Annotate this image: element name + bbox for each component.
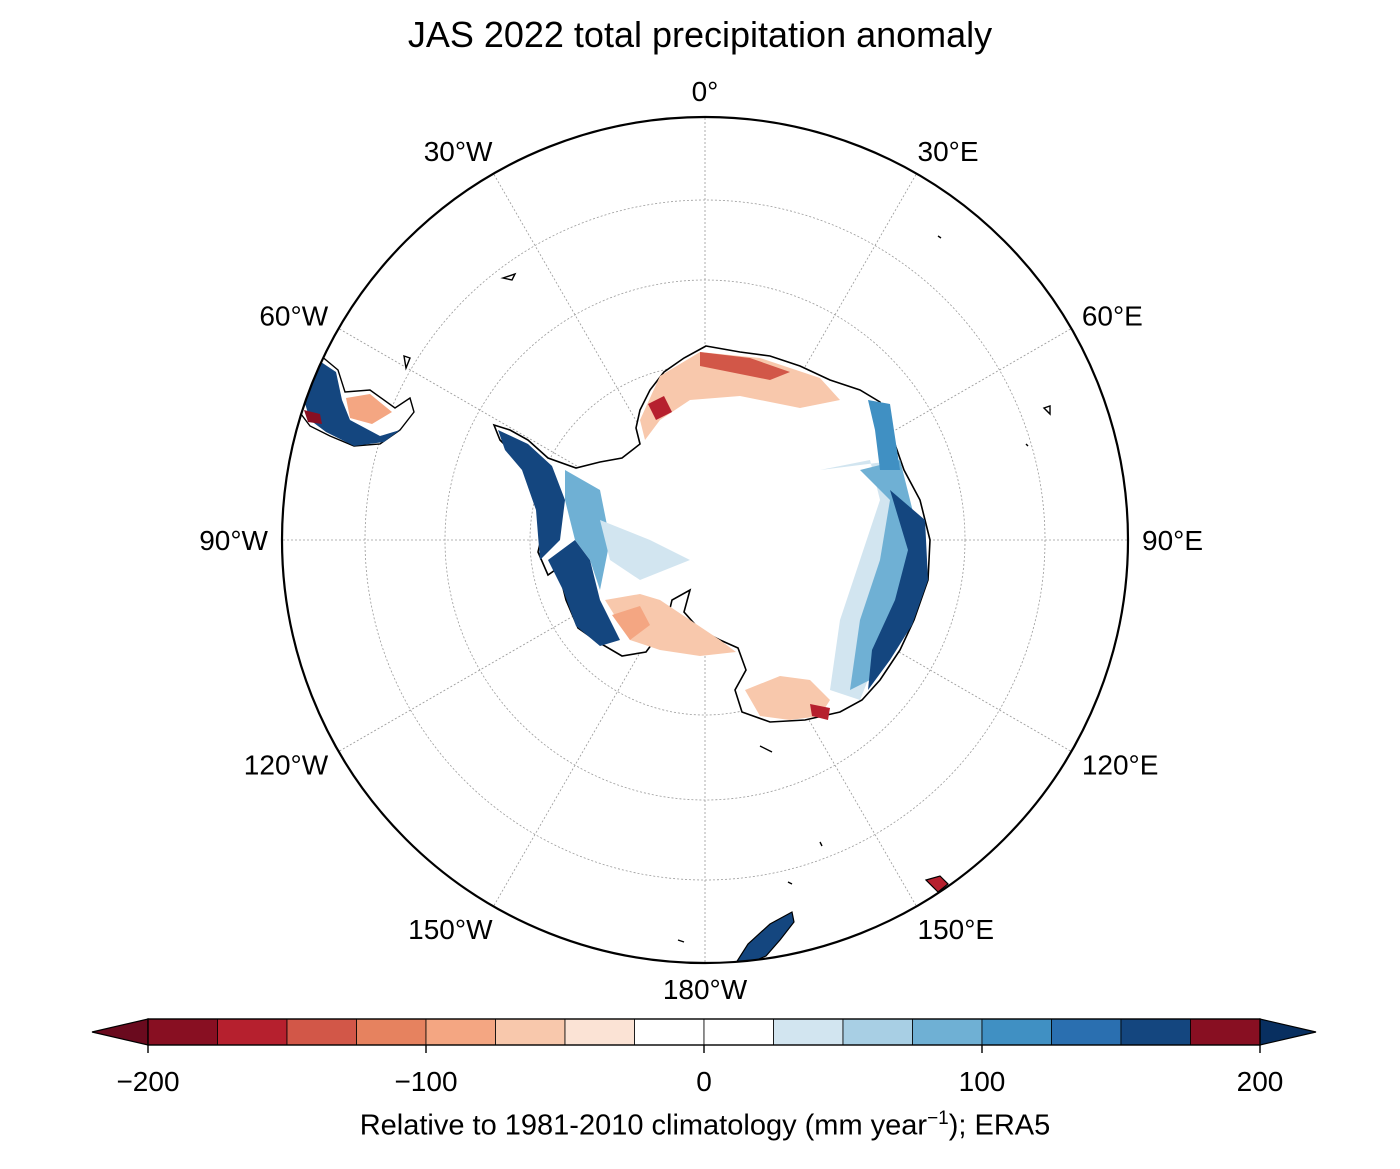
caption-exponent: −1 [927,1108,949,1129]
anomaly-wilkes [745,676,830,720]
colorbar-cell [147,1018,218,1046]
colorbar-cell [425,1018,496,1046]
colorbar-tick-label: 200 [1237,1066,1284,1097]
meridian-line [493,539,706,907]
longitude-label: 150°E [918,914,995,945]
anomaly-sa-red [346,394,392,424]
longitude-label: 150°W [408,914,493,945]
longitude-label: 30°W [424,136,493,167]
meridian-line [704,539,1072,752]
colorbar-tick-label: −200 [116,1066,179,1097]
anomaly-peninsula-dark [498,430,565,560]
island-crozet [937,235,942,239]
anomaly-sa-dark-red [304,410,322,424]
longitude-label: 120°W [244,750,329,781]
colorbar-extend-min [91,1018,149,1046]
colorbar-ticks: −200 −100 0 100 200 [116,1045,1283,1097]
colorbar-cell [912,1018,983,1046]
island-campbell [787,881,793,885]
anomaly-west-light [600,520,690,580]
anomaly-amundsen [612,606,650,640]
longitude-label: 90°W [199,525,268,556]
longitude-label: 120°E [1082,750,1159,781]
caption-suffix: ); ERA5 [948,1109,1051,1142]
colorbar-tick-label: 0 [696,1066,712,1097]
colorbar-cell [703,1018,774,1046]
colorbar-cell [286,1018,357,1046]
colorbar-tick-label: −100 [394,1066,457,1097]
colorbar-cell [842,1018,913,1046]
south-america-tip [297,353,415,447]
colorbar-cell [981,1018,1052,1046]
new-zealand [732,875,949,963]
anomaly-east-strong [868,490,928,690]
map-title: JAS 2022 total precipitation anomaly [407,14,993,55]
colorbar-cell [495,1018,566,1046]
colorbar-cell [1051,1018,1122,1046]
colorbar-cell [773,1018,844,1046]
colorbar-caption: Relative to 1981-2010 climatology (mm ye… [0,1108,1400,1143]
island-macquarie [819,841,823,847]
colorbar-cell [564,1018,635,1046]
tasmania-landmass [924,875,949,893]
anomaly-dronning-west [648,396,672,420]
anomaly-west-dark [548,540,620,646]
anomaly-queen-maud-strong [700,352,790,380]
colorbar-extend-max [1259,1018,1317,1046]
island-falklands [403,354,411,371]
meridian-line [704,539,917,907]
longitude-label: 0° [692,76,719,107]
colorbar-cell [217,1018,288,1046]
map-boundary [280,115,1130,965]
meridian-line [338,328,706,541]
anomaly-sa-dark [304,360,400,446]
colorbar-cells [91,1018,1317,1046]
meridian-line [704,328,1072,541]
anomaly-east-coast-top [868,400,900,470]
island-peter [677,939,685,943]
meridian-line [493,173,706,541]
colorbar-cell [1190,1018,1261,1046]
caption-prefix: Relative to 1981-2010 climatology (mm ye… [359,1109,928,1142]
island-south-georgia [500,272,517,281]
anomaly-west-mid [565,470,610,590]
anomaly-queen-maud [640,352,840,440]
island-balleny [759,745,773,753]
colorbar-cell [1120,1018,1191,1046]
colorbar-frame [147,1018,1261,1046]
colorbar-tick-label: 100 [959,1066,1006,1097]
polar-map: 0° 30°E 60°E 90°E 120°E 150°E 180°W 150°W 120°W 9… [199,76,1203,1005]
longitude-label: 30°E [918,136,979,167]
longitude-label: 90°E [1142,525,1203,556]
colorbar-cell [356,1018,427,1046]
islands [403,235,1051,943]
longitude-label: 60°E [1082,301,1143,332]
longitude-labels: 0° 30°E 60°E 90°E 120°E 150°E 180°W 150°W 120°W 9… [199,76,1203,1005]
longitude-label: 60°W [259,301,328,332]
meridian-line [704,173,917,541]
island-kerguelen [1042,405,1051,416]
anomaly-wilkes-strong [810,704,830,720]
island-heard [1025,443,1029,447]
meridian-line [338,539,706,752]
land-layer [492,345,931,723]
colorbar-cell [634,1018,705,1046]
longitude-label: 180°W [663,974,748,1005]
